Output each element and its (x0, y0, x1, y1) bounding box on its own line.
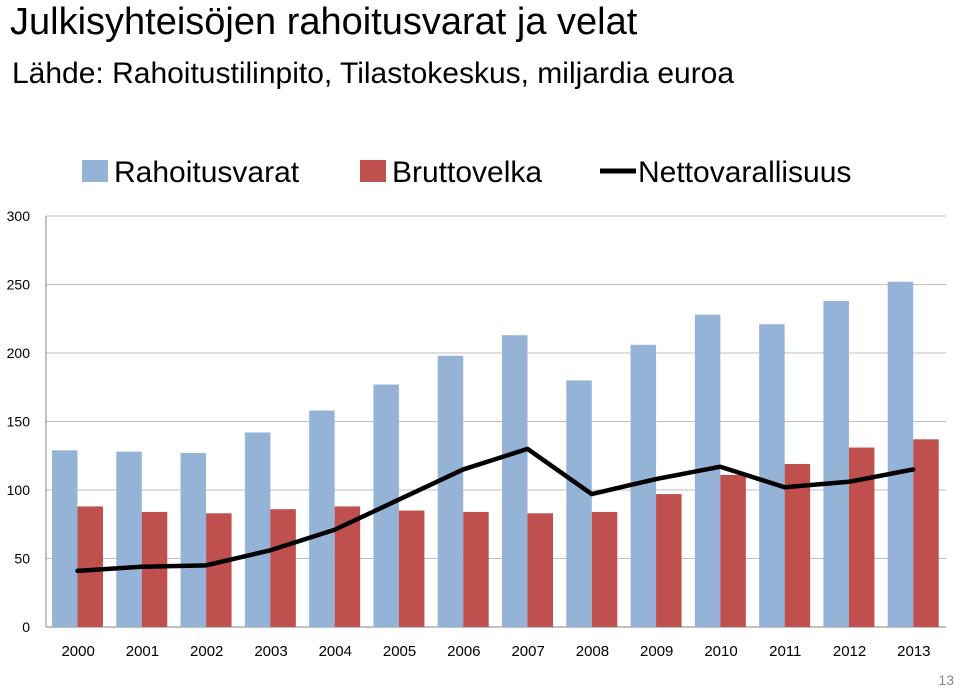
bar-rahoitusvarat (887, 281, 914, 627)
x-tick-label: 2010 (704, 643, 737, 660)
bar-rahoitusvarat (502, 335, 528, 627)
x-tick-label: 2006 (447, 643, 480, 660)
legend-label-rahoitusvarat: Rahoitusvarat (114, 156, 300, 189)
bar-bruttovelka (913, 439, 939, 627)
bar-bruttovelka (527, 513, 553, 627)
bar-bruttovelka (591, 511, 618, 627)
y-tick-label: 0 (22, 619, 30, 635)
bar-rahoitusvarat (823, 300, 849, 627)
x-tick-label: 2009 (640, 643, 673, 660)
bar-rahoitusvarat (180, 453, 207, 627)
bar-rahoitusvarat (566, 380, 592, 627)
legend-label-bruttovelka: Bruttovelka (392, 156, 542, 189)
bar-bruttovelka (270, 509, 296, 627)
bar-rahoitusvarat (244, 432, 271, 627)
x-tick-label: 2011 (769, 643, 801, 660)
bar-bruttovelka (720, 474, 746, 627)
bar-rahoitusvarat (437, 355, 464, 627)
bar-rahoitusvarat (52, 450, 78, 627)
x-tick-label: 2012 (833, 643, 866, 660)
x-tick-label: 2008 (576, 643, 609, 660)
y-tick-label: 200 (7, 345, 31, 361)
x-tick-label: 2005 (383, 643, 416, 660)
bar-rahoitusvarat (309, 410, 335, 627)
bar-bruttovelka (206, 513, 232, 627)
x-tick-label: 2000 (61, 643, 94, 660)
page-number: 13 (938, 672, 954, 688)
legend-label-nettovarallisuus: Nettovarallisuus (638, 156, 851, 189)
y-tick-label: 100 (7, 482, 31, 498)
y-tick-label: 250 (7, 277, 31, 293)
bar-bruttovelka (784, 463, 811, 627)
x-tick-label: 2007 (511, 643, 544, 660)
bar-bruttovelka (463, 511, 489, 627)
x-tick-label: 2002 (190, 643, 223, 660)
chart-subtitle: Lähde: Rahoitustilinpito, Tilastokeskus,… (12, 57, 735, 90)
bar-bruttovelka (848, 447, 875, 627)
bar-rahoitusvarat (116, 451, 142, 627)
x-tick-label: 2001 (126, 643, 159, 660)
x-tick-label: 2003 (254, 643, 287, 660)
chart-title: Julkisyhteisöjen rahoitusvarat ja velat (10, 1, 638, 43)
legend-swatch-rahoitusvarat (82, 160, 108, 182)
y-tick-label: 300 (7, 208, 31, 224)
x-tick-label: 2004 (319, 643, 352, 660)
bar-bruttovelka (141, 511, 168, 627)
bar-bruttovelka (398, 510, 425, 627)
legend-swatch-bruttovelka (360, 160, 386, 182)
bar-rahoitusvarat (759, 324, 785, 627)
y-tick-label: 150 (7, 414, 31, 430)
bar-bruttovelka (656, 494, 682, 627)
x-tick-label: 2013 (897, 643, 930, 660)
line-nettovarallisuus (75, 446, 916, 574)
y-tick-label: 50 (14, 551, 30, 567)
bar-bruttovelka (77, 506, 103, 627)
